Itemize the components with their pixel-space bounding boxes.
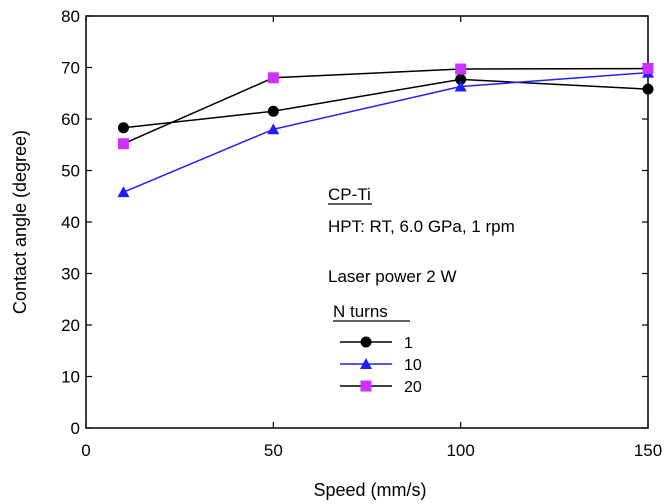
x-tick-label: 150: [634, 441, 662, 460]
axes: 0 50 100 150 0 10 20 30 40 50 60 70 80: [61, 7, 662, 460]
data-point: [117, 122, 129, 134]
legend-label-20: 20: [404, 379, 422, 396]
series-1: [117, 73, 654, 134]
y-tick-label: 80: [61, 7, 80, 26]
data-point: [642, 83, 654, 95]
data-point: [267, 105, 279, 117]
legend: N turns 1 10 20: [333, 302, 422, 396]
legend-marker-10: [360, 358, 372, 369]
data-point: [455, 63, 467, 75]
data-point: [454, 80, 467, 92]
data-point: [455, 73, 467, 85]
legend-label-1: 1: [404, 335, 413, 352]
legend-label-10: 10: [404, 357, 422, 374]
data-point: [267, 72, 279, 84]
y-tick-label: 60: [61, 110, 80, 129]
x-tick-label: 100: [446, 441, 474, 460]
series-line-1: [123, 78, 649, 129]
x-axis-title: Speed (mm/s): [313, 480, 426, 500]
series-10: [117, 66, 654, 198]
x-tick-label: 0: [81, 441, 90, 460]
y-tick-label: 50: [61, 162, 80, 181]
annotation-process: HPT: RT, 6.0 GPa, 1 rpm: [328, 217, 515, 236]
series-20: [117, 63, 654, 150]
annotation-laser: Laser power 2 W: [328, 267, 457, 286]
y-tick-label: 10: [61, 368, 80, 387]
data-point: [267, 123, 280, 135]
y-tick-label: 20: [61, 316, 80, 335]
series-line-10: [123, 71, 649, 193]
x-tick-label: 50: [264, 441, 283, 460]
series-layer: [117, 63, 654, 198]
y-tick-label: 40: [61, 213, 80, 232]
y-tick-label: 0: [71, 419, 80, 438]
legend-title: N turns: [333, 302, 388, 321]
legend-marker-20: [360, 380, 372, 392]
data-point: [117, 138, 129, 150]
series-line-20: [123, 67, 649, 145]
y-axis-title: Contact angle (degree): [10, 130, 30, 314]
y-tick-label: 70: [61, 59, 80, 78]
annotation-material: CP-Ti: [328, 185, 371, 204]
data-point: [117, 186, 130, 198]
legend-marker-1: [360, 336, 372, 348]
data-point: [642, 63, 654, 75]
y-tick-label: 30: [61, 265, 80, 284]
